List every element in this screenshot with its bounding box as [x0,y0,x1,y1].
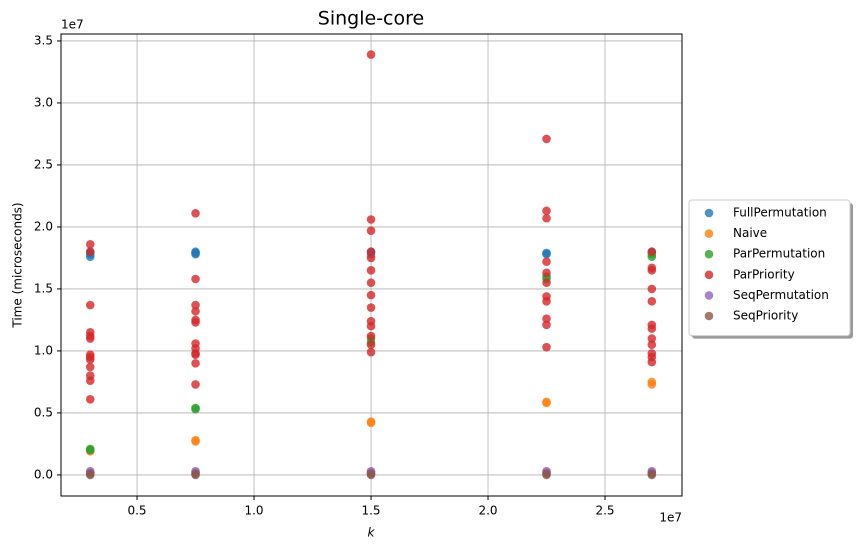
x-tick-label: 1.0 [244,504,263,518]
point [191,350,200,359]
point [191,403,200,413]
point [542,257,551,266]
point [191,469,200,478]
y-tick-label: 2.0 [34,219,53,233]
point [85,469,95,478]
point [366,278,376,288]
point [366,469,376,478]
point [85,239,95,249]
point [542,268,551,278]
point [366,290,376,300]
point [366,247,376,257]
point [647,357,657,367]
point [366,215,376,224]
point [542,278,551,288]
legend [688,199,851,337]
point [366,50,376,59]
point [647,266,657,275]
point [191,435,200,445]
point [542,206,551,216]
point [85,445,95,455]
y-axis-label: Time (microseconds) [11,202,25,328]
legend-marker [704,229,714,238]
point [542,397,551,407]
point [647,377,657,387]
y-tick-label: 3.5 [34,33,53,47]
point [85,334,95,343]
point [366,303,376,312]
point [85,300,95,310]
point [542,342,551,352]
point [542,320,551,330]
point [366,266,376,275]
point [366,347,376,357]
point [542,469,551,478]
point [366,340,376,350]
legend-label: FullPermutation [733,206,827,220]
y-tick-label: 3.0 [34,95,53,109]
legend-label: ParPermutation [733,247,825,261]
point [647,334,657,343]
point [85,247,95,257]
point [366,321,376,331]
point [542,213,551,223]
point [85,355,95,364]
point [366,417,376,426]
x-tick-label: 1.5 [361,504,380,518]
point [85,376,95,385]
legend-marker [704,249,714,259]
point [647,340,657,350]
y-tick-label: 0.5 [34,405,53,419]
x-tick-label: 2.0 [478,504,497,518]
chart-title: Single-core [318,8,424,30]
point [191,380,200,389]
point [647,324,657,333]
point [85,394,95,404]
plot-frame [60,33,683,497]
point [191,306,200,316]
point [85,362,95,372]
x-tick-label: 2.5 [595,504,614,518]
point [191,318,200,327]
y-tick-label: 2.5 [34,157,53,171]
point [542,314,551,323]
point [647,284,657,294]
point [542,297,551,306]
y-offset-label: 1e7 [61,18,84,32]
point [542,134,551,144]
y-tick-label: 0.0 [34,467,53,481]
point [366,331,376,341]
legend-label: SeqPermutation [733,288,829,302]
legend-label: SeqPriority [733,309,798,323]
point [191,359,200,368]
legend-marker [704,270,714,280]
x-axis-label: k [368,526,376,540]
point [647,469,657,478]
legend-label: Naive [733,226,767,240]
point [191,249,200,259]
x-offset-label: 1e7 [659,511,682,525]
y-tick-label: 1.5 [34,281,53,295]
legend-marker [704,311,714,321]
legend-marker [704,291,714,300]
legend-marker [704,208,714,218]
point [191,300,200,310]
point [647,247,657,257]
y-tick-label: 1.0 [34,343,53,357]
legend-label: ParPriority [733,267,795,281]
point [366,253,376,263]
point [542,249,551,259]
point [191,208,200,218]
point [191,274,200,284]
point [647,297,657,306]
x-tick-label: 0.5 [127,504,146,518]
point [366,226,376,235]
